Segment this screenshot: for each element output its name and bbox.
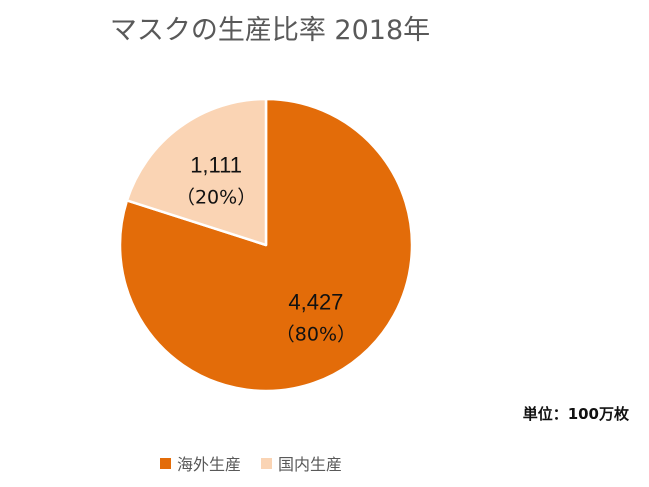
legend-swatch-overseas	[160, 457, 171, 469]
legend-label-overseas: 海外生産	[177, 455, 242, 474]
legend-label-domestic: 国内生産	[278, 455, 343, 474]
pie-slice-domestic	[125, 97, 268, 247]
data-label-value-domestic: 1,111	[190, 153, 242, 178]
data-label-percent-domestic: （20%）	[176, 187, 256, 209]
data-label-percent-overseas: （80%）	[276, 323, 356, 345]
legend-item-overseas: 海外生産	[160, 451, 241, 475]
legend-item-domestic: 国内生産	[261, 451, 342, 475]
chart-legend: 海外生産 国内生産	[160, 451, 342, 475]
unit-note: 単位：100万枚	[522, 405, 629, 423]
legend-swatch-domestic	[261, 457, 273, 469]
chart-title: マスクの生産比率 2018年	[109, 15, 431, 46]
data-label-value-overseas: 4,427	[288, 289, 343, 314]
